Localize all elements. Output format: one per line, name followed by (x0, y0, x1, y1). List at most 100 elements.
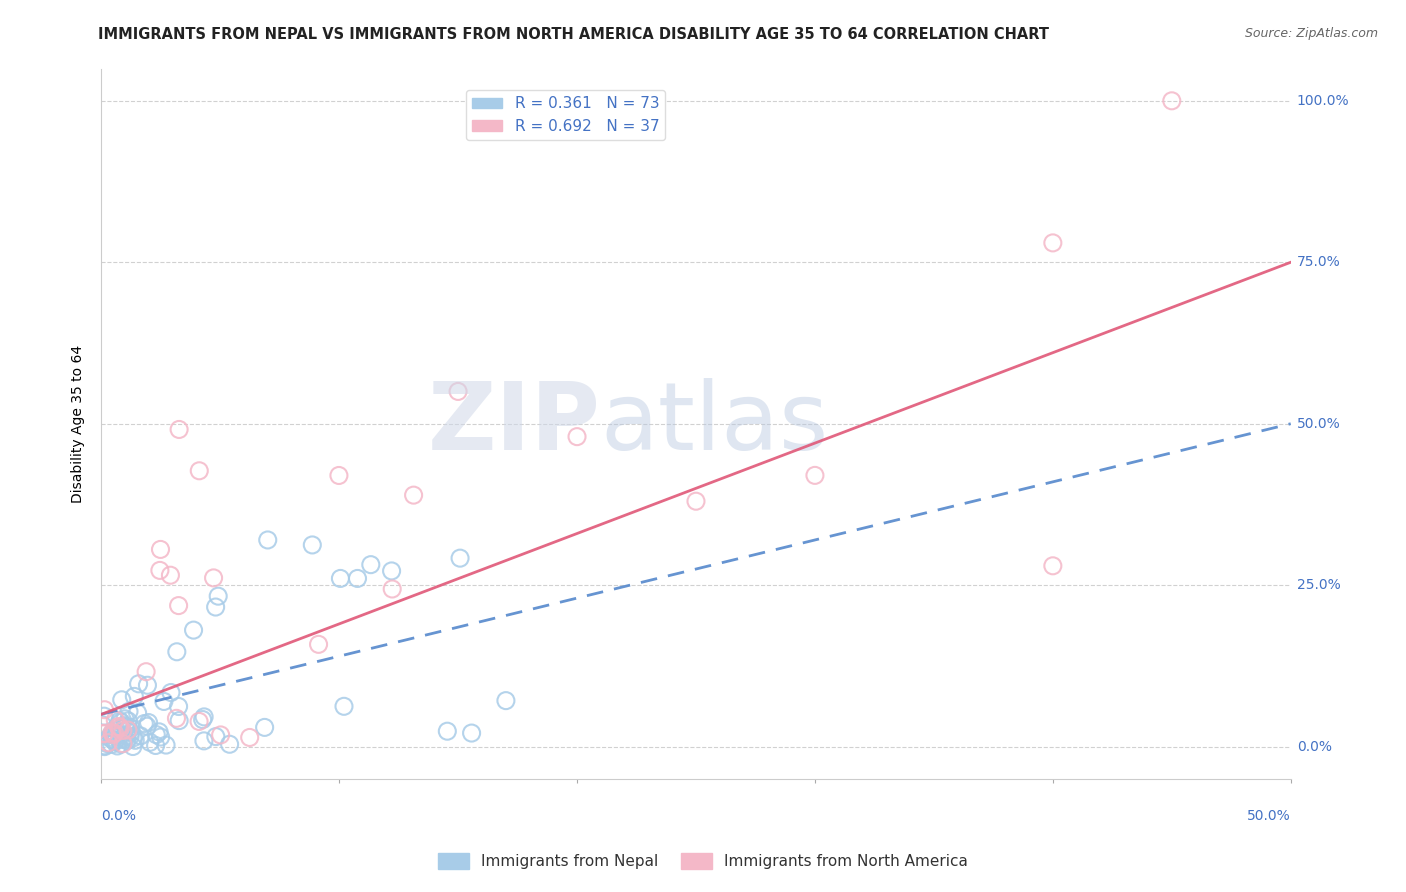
Point (183, 623, 205, 637)
Point (128, 677, 150, 691)
Point (139, 735, 162, 749)
Point (124, 690, 146, 704)
Point (97, 736, 120, 750)
Point (149, 730, 172, 744)
Point (436, 724, 458, 739)
Point (188, 464, 211, 478)
Point (381, 582, 404, 596)
Point (205, 730, 228, 744)
Point (160, 685, 183, 699)
Point (110, 722, 132, 736)
Point (204, 600, 226, 615)
Point (145, 739, 167, 753)
Point (1160, 94, 1182, 108)
Point (112, 731, 135, 745)
Point (207, 589, 229, 603)
Point (104, 713, 127, 727)
Point (117, 723, 139, 737)
Point (360, 558, 382, 572)
Point (120, 730, 142, 744)
Text: ZIP: ZIP (427, 377, 600, 470)
Point (124, 733, 146, 747)
Point (104, 733, 127, 747)
Point (134, 716, 156, 731)
Point (193, 734, 215, 748)
Y-axis label: Disability Age 35 to 64: Disability Age 35 to 64 (72, 344, 86, 503)
Point (253, 720, 276, 734)
Point (112, 732, 135, 747)
Point (104, 734, 127, 748)
Point (256, 533, 278, 547)
Point (346, 571, 368, 585)
Point (118, 705, 141, 719)
Point (308, 637, 330, 651)
Point (93, 739, 115, 754)
Text: 100.0%: 100.0% (1296, 94, 1350, 108)
Point (122, 731, 145, 745)
Text: 75.0%: 75.0% (1296, 255, 1340, 269)
Point (166, 711, 188, 725)
Text: atlas: atlas (600, 377, 830, 470)
Point (110, 715, 132, 730)
Point (96, 737, 118, 751)
Point (110, 721, 132, 735)
Point (155, 738, 177, 752)
Point (136, 678, 159, 692)
Point (145, 728, 167, 742)
Point (188, 714, 211, 729)
Point (115, 729, 138, 743)
Point (114, 718, 136, 732)
Point (110, 737, 132, 751)
Text: 0.0%: 0.0% (101, 809, 136, 823)
Point (93, 709, 115, 723)
Point (138, 715, 160, 730)
Point (1042, 558, 1064, 573)
Point (167, 422, 190, 436)
Point (93, 727, 115, 741)
Point (167, 714, 190, 728)
Point (239, 731, 262, 745)
Point (101, 732, 124, 747)
Point (193, 710, 215, 724)
Point (100, 737, 122, 751)
Point (117, 723, 139, 737)
Point (91, 718, 114, 732)
Point (402, 488, 425, 502)
Point (328, 468, 350, 483)
Point (1042, 235, 1064, 250)
Point (111, 723, 134, 738)
Text: Source: ZipAtlas.com: Source: ZipAtlas.com (1244, 27, 1378, 40)
Point (93, 703, 115, 717)
Point (449, 551, 471, 566)
Point (148, 724, 170, 739)
Point (447, 384, 470, 399)
Point (93, 739, 115, 753)
Legend: R = 0.361   N = 73, R = 0.692   N = 37: R = 0.361 N = 73, R = 0.692 N = 37 (465, 90, 665, 140)
Point (104, 729, 127, 743)
Point (149, 563, 172, 577)
Point (129, 729, 152, 743)
Point (218, 737, 240, 751)
Text: 25.0%: 25.0% (1296, 578, 1340, 592)
Point (93, 726, 115, 740)
Point (333, 699, 356, 714)
Text: 50.0%: 50.0% (1296, 417, 1340, 431)
Point (105, 739, 128, 753)
Point (191, 713, 214, 727)
Point (149, 542, 172, 557)
Point (111, 737, 134, 751)
Text: 50.0%: 50.0% (1247, 809, 1291, 823)
Point (108, 720, 131, 734)
Point (117, 714, 139, 728)
Point (166, 645, 188, 659)
Point (159, 568, 181, 582)
Point (209, 728, 232, 742)
Point (301, 538, 323, 552)
Point (115, 720, 138, 734)
Point (136, 719, 159, 733)
Point (167, 699, 190, 714)
Point (495, 693, 517, 707)
Point (100, 728, 122, 742)
Point (460, 726, 482, 740)
Point (101, 725, 124, 739)
